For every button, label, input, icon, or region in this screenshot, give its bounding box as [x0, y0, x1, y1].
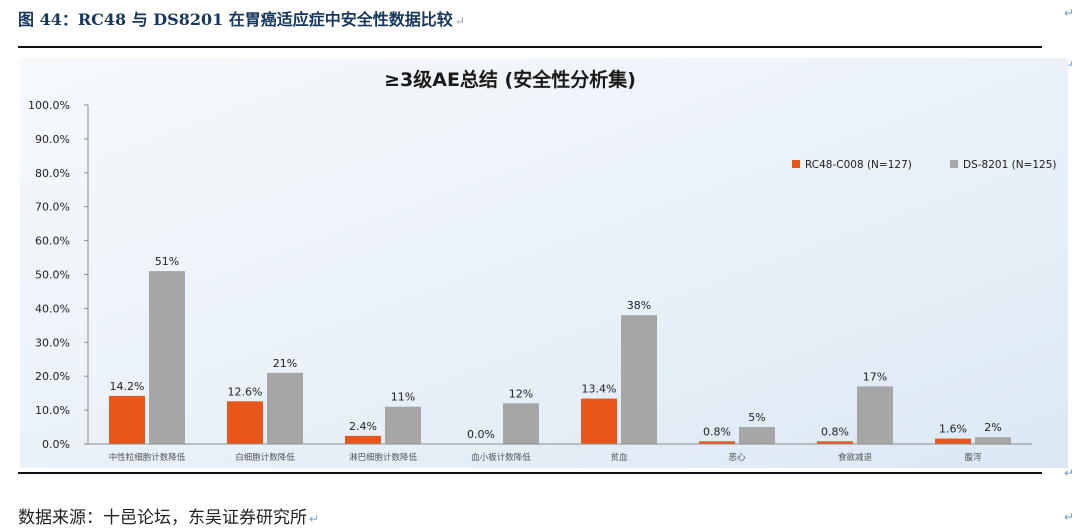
data-label: 13.4% — [582, 383, 617, 396]
y-tick-label: 30.0% — [35, 336, 70, 349]
bar-series-2 — [621, 315, 657, 444]
data-label: 14.2% — [110, 380, 145, 393]
y-tick-label: 70.0% — [35, 201, 70, 214]
legend: RC48-C008 (N=127) DS-8201 (N=125) — [792, 159, 1057, 171]
data-label: 12% — [509, 387, 533, 400]
paragraph-mark-icon: ↵ — [1063, 466, 1074, 480]
data-label: 51% — [155, 255, 179, 268]
paragraph-mark-icon: ↵ — [309, 512, 320, 526]
bar-series-1 — [109, 395, 145, 444]
legend-swatch — [792, 160, 800, 168]
bar-series-2 — [385, 406, 421, 444]
chart-container: ≥3级AE总结 (安全性分析集) RC48-C008 (N=127) DS-820… — [20, 58, 1068, 468]
bar-series-2 — [857, 386, 893, 444]
data-label: 0.8% — [703, 425, 731, 438]
bar-series-2 — [149, 271, 185, 444]
y-tick-label: 50.0% — [35, 269, 70, 282]
data-label: 21% — [273, 357, 297, 370]
top-rule — [18, 46, 1042, 48]
data-label: 38% — [627, 299, 651, 312]
legend-label: DS-8201 (N=125) — [963, 159, 1057, 171]
bottom-rule — [18, 472, 1042, 474]
data-label: 0.0% — [467, 428, 495, 441]
paragraph-mark-icon: ↵ — [1063, 6, 1074, 20]
x-category-label: 中性粒细胞计数降低 — [109, 452, 186, 463]
chart-title: ≥3级AE总结 (安全性分析集) — [384, 68, 636, 91]
y-tick-label: 90.0% — [35, 133, 70, 146]
figure-title: 图 44：RC48 与 DS8201 在胃癌适应症中安全性数据比较 ↵ — [18, 6, 465, 30]
data-label: 11% — [391, 391, 415, 404]
bar-series-2 — [739, 427, 775, 444]
y-tick-label: 20.0% — [35, 370, 70, 383]
bar-series-2 — [503, 403, 539, 444]
y-tick-label: 60.0% — [35, 235, 70, 248]
data-label: 5% — [748, 411, 765, 424]
y-axis: 0.0% 10.0% 20.0% 30.0% 40.0% 50.0% 60.0% 70.0% 8… — [28, 99, 89, 451]
y-tick-label: 100.0% — [28, 99, 70, 112]
data-label: 1.6% — [939, 423, 967, 436]
y-tick-label: 0.0% — [42, 438, 70, 451]
x-category-label: 白细胞计数降低 — [235, 452, 295, 463]
bar-series-1 — [817, 441, 853, 444]
x-axis: 中性粒细胞计数降低 白细胞计数降低 淋巴细胞计数降低 血小板计数降低 贫血 恶心 食欲减退 腹… — [88, 443, 1032, 463]
bar-series-1 — [581, 398, 617, 444]
x-category-label: 恶心 — [728, 453, 746, 463]
bar-chart: ≥3级AE总结 (安全性分析集) RC48-C008 (N=127) DS-820… — [28, 68, 1057, 463]
paragraph-mark-icon: ↵ — [454, 14, 465, 28]
bar-series-1 — [345, 435, 381, 444]
bar-series-1 — [935, 438, 971, 444]
bar-series-1 — [699, 441, 735, 444]
bar-series-2 — [975, 437, 1011, 444]
bar-series-1 — [227, 401, 263, 444]
data-label: 2.4% — [349, 420, 377, 433]
data-label: 2% — [984, 421, 1001, 434]
y-tick-label: 80.0% — [35, 167, 70, 180]
source-note: 数据来源：十邑论坛，东吴证券研究所 ↵ — [18, 503, 319, 528]
y-tick-label: 40.0% — [35, 302, 70, 315]
data-label: 17% — [863, 370, 887, 383]
paragraph-mark-icon: ↵ — [1063, 510, 1074, 524]
data-label: 12.6% — [228, 385, 263, 398]
bars: 14.2% 12.6% 2.4% 0.0% 13.4% 0.8% 0.8% 1.6% 51% 21… — [109, 255, 1011, 444]
figure-title-text: 图 44：RC48 与 DS8201 在胃癌适应症中安全性数据比较 — [18, 10, 453, 29]
x-category-label: 贫血 — [610, 452, 628, 463]
x-category-label: 淋巴细胞计数降低 — [349, 452, 418, 463]
bar-series-2 — [267, 372, 303, 444]
legend-label: RC48-C008 (N=127) — [805, 159, 912, 171]
paragraph-mark-icon: ↵ — [1063, 58, 1074, 72]
y-tick-label: 10.0% — [35, 404, 70, 417]
data-label: 0.8% — [821, 425, 849, 438]
legend-swatch — [950, 160, 958, 168]
x-category-label: 腹泻 — [964, 452, 981, 463]
source-text: 数据来源：十邑论坛，东吴证券研究所 — [18, 508, 307, 528]
x-category-label: 血小板计数降低 — [471, 452, 531, 463]
x-category-label: 食欲减退 — [838, 452, 873, 463]
